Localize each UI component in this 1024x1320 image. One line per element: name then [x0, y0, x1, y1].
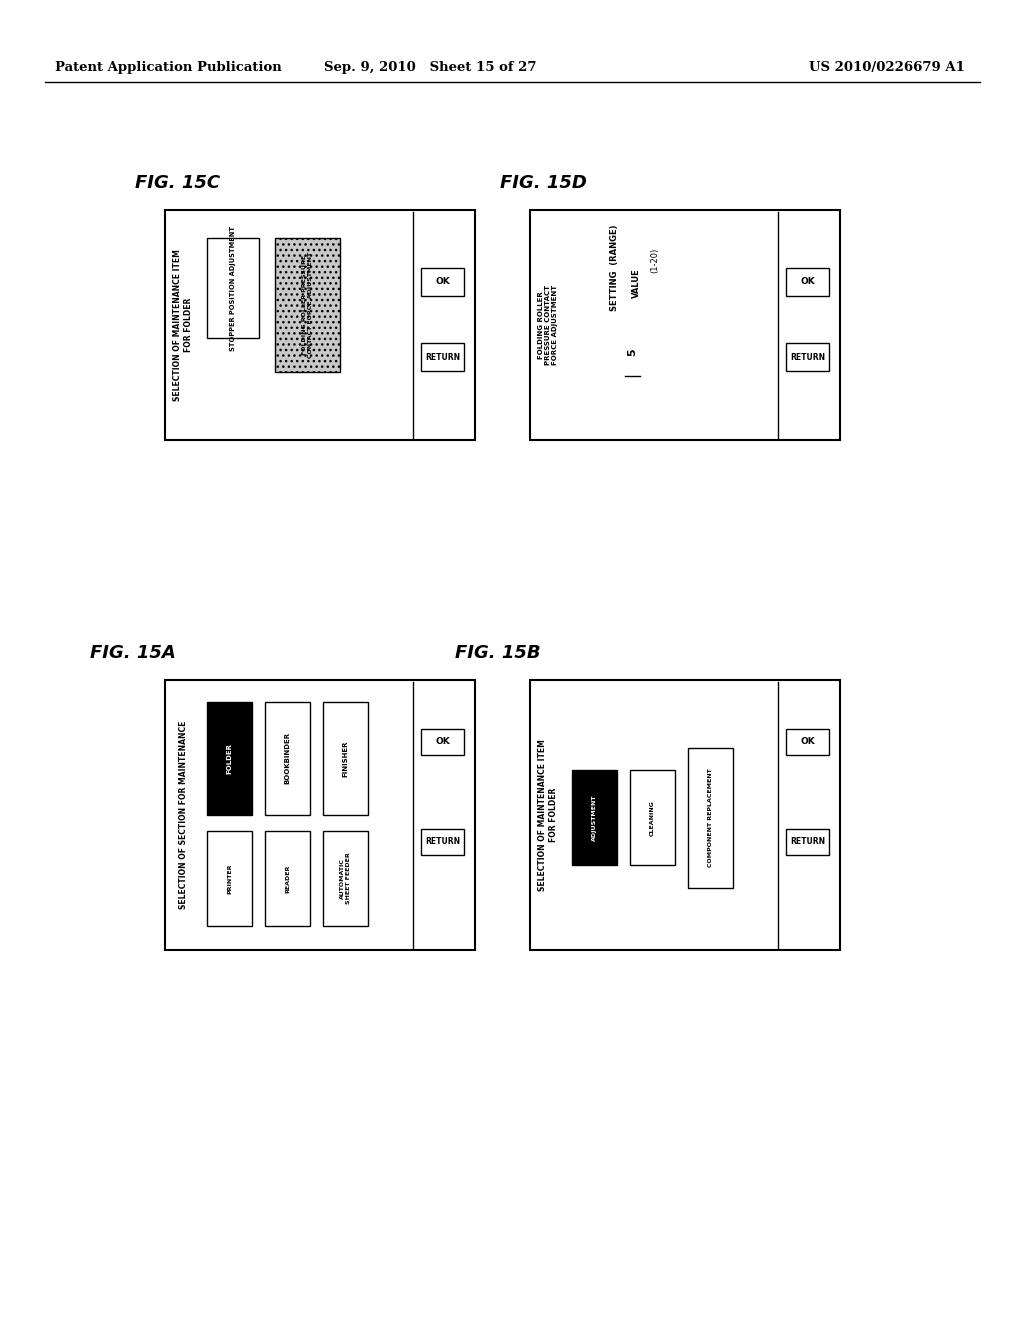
- Text: US 2010/0226679 A1: US 2010/0226679 A1: [809, 62, 965, 74]
- Text: FOLDING ROLLER
PRESSURE CONTACT
FORCE ADJUSTMENT: FOLDING ROLLER PRESSURE CONTACT FORCE AD…: [538, 285, 558, 366]
- Text: OK: OK: [801, 737, 815, 746]
- Bar: [786, 343, 829, 371]
- Text: READER: READER: [285, 865, 290, 892]
- Bar: [165, 210, 475, 440]
- Text: SELECTION OF MAINTENANCE ITEM
FOR FOLDER: SELECTION OF MAINTENANCE ITEM FOR FOLDER: [539, 739, 558, 891]
- Text: COMPONENT REPLACEMENT: COMPONENT REPLACEMENT: [708, 768, 713, 867]
- Text: FIG. 15D: FIG. 15D: [500, 174, 587, 191]
- Text: OK: OK: [435, 277, 451, 286]
- Text: Patent Application Publication: Patent Application Publication: [55, 62, 282, 74]
- Bar: [323, 832, 368, 925]
- Text: FINISHER: FINISHER: [342, 741, 348, 776]
- Bar: [572, 771, 617, 865]
- Bar: [421, 268, 465, 296]
- Bar: [207, 832, 252, 925]
- Text: (1-20): (1-20): [650, 248, 659, 273]
- Text: CLEANING: CLEANING: [650, 800, 655, 836]
- Text: SELECTION OF SECTION FOR MAINTENANCE: SELECTION OF SECTION FOR MAINTENANCE: [178, 721, 187, 909]
- Bar: [530, 680, 840, 950]
- Text: RETURN: RETURN: [425, 352, 460, 362]
- Text: VALUE: VALUE: [632, 269, 641, 298]
- Bar: [323, 702, 368, 814]
- Bar: [207, 702, 252, 814]
- Text: FIG. 15C: FIG. 15C: [135, 174, 220, 191]
- Bar: [786, 268, 829, 296]
- Text: ADJUSTMENT: ADJUSTMENT: [592, 795, 597, 841]
- Text: FIG. 15A: FIG. 15A: [90, 644, 176, 663]
- Text: SELECTION OF MAINTENANCE ITEM
FOR FOLDER: SELECTION OF MAINTENANCE ITEM FOR FOLDER: [173, 249, 193, 401]
- Bar: [265, 702, 310, 814]
- Text: 5: 5: [627, 348, 637, 356]
- Bar: [786, 829, 829, 854]
- Text: RETURN: RETURN: [791, 352, 825, 362]
- Bar: [275, 238, 340, 372]
- Text: SETTING  (RANGE): SETTING (RANGE): [610, 224, 618, 310]
- Text: Sep. 9, 2010   Sheet 15 of 27: Sep. 9, 2010 Sheet 15 of 27: [324, 62, 537, 74]
- Bar: [265, 832, 310, 925]
- Text: BOOKBINDER: BOOKBINDER: [285, 733, 291, 784]
- Bar: [688, 747, 733, 888]
- Text: FOLDING ROLLER PRESSURE
CONTACT FORCE ADJUSTMENT: FOLDING ROLLER PRESSURE CONTACT FORCE AD…: [302, 252, 313, 358]
- Text: FIG. 15B: FIG. 15B: [455, 644, 541, 663]
- Bar: [421, 343, 465, 371]
- Bar: [421, 829, 465, 854]
- Text: RETURN: RETURN: [425, 837, 460, 846]
- Text: STOPPER POSITION ADJUSTMENT: STOPPER POSITION ADJUSTMENT: [230, 226, 236, 351]
- Text: RETURN: RETURN: [791, 837, 825, 846]
- Text: FOLDER: FOLDER: [226, 743, 232, 774]
- Bar: [165, 680, 475, 950]
- Bar: [630, 771, 675, 865]
- Text: OK: OK: [435, 737, 451, 746]
- Bar: [421, 729, 465, 755]
- Bar: [530, 210, 840, 440]
- Bar: [786, 729, 829, 755]
- Text: AUTOMATIC
SHEET FEEDER: AUTOMATIC SHEET FEEDER: [340, 853, 351, 904]
- Text: PRINTER: PRINTER: [227, 863, 232, 894]
- Text: OK: OK: [801, 277, 815, 286]
- Bar: [207, 238, 259, 338]
